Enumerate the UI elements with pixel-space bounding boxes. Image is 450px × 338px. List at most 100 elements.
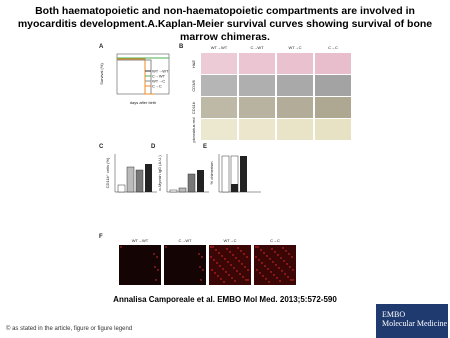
fluorescence-spot: [242, 276, 244, 278]
column-label: C→WT: [250, 45, 264, 50]
fluorescence-spot: [279, 280, 281, 282]
fluorescence-spot: [216, 262, 218, 264]
fluorescence-spot: [244, 266, 246, 268]
panel-e-chart: [218, 154, 261, 193]
fluorescence-spot: [202, 269, 204, 271]
fluorescence-spot: [277, 254, 279, 256]
fluorescence-spot: [226, 248, 228, 250]
panel-label: F: [99, 234, 103, 240]
fluorescence-spot: [210, 256, 212, 258]
micrograph: [315, 53, 351, 74]
fluorescence-spot: [275, 264, 277, 266]
fluorescence-spot: [273, 274, 275, 276]
column-label: WT→C: [223, 238, 236, 243]
axis-label: CD11b⁺ cells (%): [105, 157, 110, 188]
fluorescence-spot: [198, 253, 200, 255]
column-label: WT→WT: [211, 45, 228, 50]
fluorescence-spot: [219, 265, 221, 267]
fluorescence-spot: [212, 246, 214, 248]
fluorescence-spot: [267, 268, 269, 270]
fluorescence-image: [164, 245, 206, 285]
axis-label: Survival (%): [99, 63, 104, 85]
fluorescence-spot: [256, 269, 258, 271]
title: Both haematopoietic and non-haematopoiet…: [17, 5, 433, 43]
micrograph: [239, 119, 275, 140]
legend-entry: C→WT: [152, 74, 166, 79]
fluorescence-spot: [291, 256, 293, 258]
fluorescence-spot: [290, 279, 292, 281]
fluorescence-spot: [120, 246, 122, 248]
micrograph: [239, 75, 275, 96]
fluorescence-spot: [260, 249, 262, 251]
footer: © as stated in the article, figure or fi…: [6, 326, 133, 332]
fluorescence-spot: [266, 255, 268, 257]
fluorescence-spot: [282, 247, 284, 249]
fluorescence-spot: [285, 250, 287, 252]
fluorescence-spot: [292, 269, 294, 271]
fluorescence-spot: [201, 256, 203, 258]
row-label: CD11b: [191, 101, 196, 114]
fluorescence-spot: [211, 269, 213, 271]
row-label: H&E: [191, 60, 196, 69]
fluorescence-spot: [271, 248, 273, 250]
panel-label: E: [203, 144, 207, 150]
fluorescence-spot: [246, 256, 248, 258]
fluorescence-spot: [281, 270, 283, 272]
micrograph: [277, 75, 313, 96]
fluorescence-spot: [270, 271, 272, 273]
micrograph: [239, 53, 275, 74]
fluorescence-spot: [218, 252, 220, 254]
column-label: C→C: [328, 45, 338, 50]
micrograph: [277, 53, 313, 74]
fluorescence-spot: [245, 279, 247, 281]
fluorescence-spot: [220, 278, 222, 280]
fluorescence-spot: [239, 273, 241, 275]
micrograph: [201, 75, 237, 96]
panel-label: A: [99, 44, 104, 50]
fluorescence-spot: [233, 267, 235, 269]
panel-label: B: [179, 44, 184, 50]
citation: Annalisa Camporeale et al. EMBO Mol Med.…: [113, 295, 337, 304]
panel-d-chart: [166, 154, 209, 193]
micrograph: [277, 97, 313, 118]
fluorescence-spot: [269, 258, 271, 260]
fluorescence-spot: [272, 261, 274, 263]
fluorescence-spot: [289, 266, 291, 268]
column-label: C→WT: [178, 238, 192, 243]
fluorescence-spot: [261, 262, 263, 264]
fluorescence-spot: [292, 279, 294, 281]
fluorescence-spot: [221, 255, 223, 257]
micrograph: [201, 97, 237, 118]
fluorescence-spot: [268, 281, 270, 283]
fluorescence-spot: [235, 257, 237, 259]
fluorescence-spot: [230, 264, 232, 266]
fluorescence-spot: [255, 246, 257, 248]
fluorescence-spot: [264, 265, 266, 267]
axis-label: α-Myosin IgG (A.U.): [157, 155, 162, 191]
legend-entry: C→C: [152, 84, 162, 89]
fluorescence-spot: [257, 246, 259, 248]
panel-label: C: [99, 144, 104, 150]
fluorescence-spot: [262, 275, 264, 277]
column-label: WT→WT: [132, 238, 149, 243]
fluorescence-spot: [232, 254, 234, 256]
fluorescence-spot: [165, 246, 167, 248]
fluorescence-spot: [222, 268, 224, 270]
fluorescence-spot: [255, 256, 257, 258]
fluorescence-spot: [238, 260, 240, 262]
fluorescence-spot: [223, 281, 225, 283]
fluorescence-spot: [234, 280, 236, 282]
fluorescence-image: [209, 245, 251, 285]
row-label: picrosirius red: [191, 118, 196, 143]
fluorescence-spot: [280, 257, 282, 259]
fluorescence-spot: [155, 279, 157, 281]
legend-entry: WT→WT: [152, 69, 169, 74]
fluorescence-spot: [283, 260, 285, 262]
fluorescence-spot: [259, 272, 261, 274]
fluorescence-spot: [200, 279, 202, 281]
fluorescence-spot: [263, 252, 265, 254]
micrograph: [201, 119, 237, 140]
micrograph: [315, 119, 351, 140]
